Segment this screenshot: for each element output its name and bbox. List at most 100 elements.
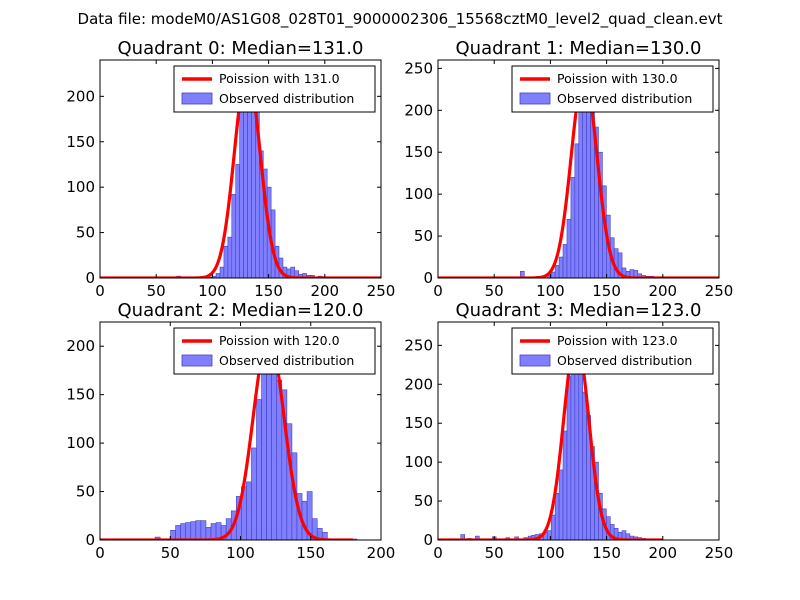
legend-bar-swatch — [181, 92, 213, 105]
x-tick-label: 150 — [592, 544, 621, 562]
y-tick-label: 100 — [66, 178, 95, 196]
figure-suptitle: Data file: modeM0/AS1G08_028T01_90000023… — [78, 10, 723, 29]
y-tick-label: 200 — [404, 101, 433, 119]
legend: Poission with 123.0 Observed distribution — [511, 327, 714, 375]
chart-title: Quadrant 0: Median=131.0 — [118, 38, 364, 59]
y-tick-label: 0 — [85, 269, 95, 287]
axes-frame — [437, 321, 720, 541]
x-tick-label: 100 — [536, 544, 565, 562]
histogram-bar — [215, 273, 221, 278]
histogram-bar — [256, 399, 262, 540]
x-tick-label: 100 — [536, 282, 565, 300]
histogram-bar — [205, 527, 212, 540]
histogram-bar — [574, 143, 580, 278]
legend-label-observed: Observed distribution — [557, 91, 692, 106]
histogram-bar — [271, 345, 278, 540]
histogram-bar — [223, 245, 229, 278]
plot-area — [438, 337, 664, 540]
y-tick-label: 200 — [404, 375, 433, 393]
x-tick-label: 50 — [485, 282, 504, 300]
chart-title: Quadrant 2: Median=120.0 — [118, 300, 364, 321]
histogram-bar — [562, 430, 568, 540]
chart-title: Quadrant 1: Median=130.0 — [456, 38, 702, 59]
x-tick-label: 250 — [705, 544, 734, 562]
y-tick-label: 50 — [414, 227, 433, 245]
x-tick-label: 200 — [367, 544, 396, 562]
histogram-bar — [617, 252, 623, 278]
x-tick-label: 0 — [95, 282, 105, 300]
legend-label-fit: Poission with 131.0 — [219, 71, 340, 86]
legend-label-observed: Observed distribution — [219, 353, 354, 368]
legend: Poission with 131.0 Observed distribution — [173, 65, 376, 113]
histogram-bar — [175, 525, 181, 540]
legend-label-observed: Observed distribution — [219, 91, 354, 106]
x-tick-label: 150 — [296, 544, 325, 562]
histogram-bar — [185, 522, 192, 540]
histogram-bar — [566, 219, 572, 278]
y-tick-label: 200 — [66, 337, 95, 355]
x-tick-label: 200 — [648, 544, 677, 562]
histogram-bar — [321, 531, 328, 540]
histogram-bar — [210, 523, 217, 540]
x-tick-label: 0 — [433, 544, 443, 562]
chart-panel-quadrant-2: Quadrant 2: Median=120.0 0 50 100 150 200 0 50 1… — [66, 300, 395, 562]
histogram-bar — [180, 523, 187, 540]
histogram-bar — [582, 83, 587, 278]
x-tick-label: 50 — [147, 282, 166, 300]
histogram-bar — [578, 360, 584, 540]
histogram-bar — [550, 271, 556, 278]
legend: Poission with 120.0 Observed distribution — [173, 327, 376, 375]
y-tick-label: 150 — [66, 386, 95, 404]
y-tick-label: 50 — [76, 224, 95, 242]
x-tick-label: 200 — [310, 282, 339, 300]
y-tick-label: 50 — [76, 483, 95, 501]
legend-label-observed: Observed distribution — [557, 353, 692, 368]
x-tick-label: 200 — [648, 282, 677, 300]
x-tick-label: 0 — [95, 544, 105, 562]
histogram-bar — [200, 520, 207, 540]
x-tick-label: 50 — [161, 544, 180, 562]
histogram-bar — [558, 256, 564, 278]
legend-bar-swatch — [519, 92, 551, 105]
histogram-bar — [190, 521, 197, 540]
axes-frame — [437, 59, 720, 279]
x-tick-label: 250 — [367, 282, 396, 300]
legend-label-fit: Poission with 130.0 — [557, 71, 678, 86]
axes-frame — [99, 59, 382, 279]
histogram-bar — [570, 360, 576, 540]
histogram-bar — [554, 265, 560, 278]
histogram-bar — [578, 110, 584, 278]
plot-area — [100, 331, 358, 540]
legend-bar-swatch — [519, 354, 551, 367]
y-tick-label: 250 — [404, 59, 433, 77]
y-tick-label: 150 — [404, 414, 433, 432]
y-tick-label: 100 — [404, 453, 433, 471]
y-tick-label: 250 — [404, 336, 433, 354]
legend-label-fit: Poission with 123.0 — [557, 333, 678, 348]
chart-panel-quadrant-3: Quadrant 3: Median=123.0 0 50 100 150 200 250 0… — [404, 300, 733, 562]
x-tick-label: 150 — [592, 282, 621, 300]
y-tick-label: 100 — [404, 185, 433, 203]
legend-label-fit: Poission with 120.0 — [219, 333, 340, 348]
y-tick-label: 50 — [414, 492, 433, 510]
x-tick-label: 250 — [705, 282, 734, 300]
y-tick-label: 0 — [423, 531, 433, 549]
y-tick-label: 150 — [66, 133, 95, 151]
histogram-bar — [520, 270, 525, 278]
chart-title: Quadrant 3: Median=123.0 — [456, 300, 702, 321]
histogram-bar — [195, 520, 202, 540]
y-tick-label: 0 — [85, 531, 95, 549]
x-tick-label: 50 — [485, 544, 504, 562]
histogram-bar — [261, 345, 267, 540]
histogram-bar — [554, 492, 560, 540]
histogram-bar — [219, 266, 225, 278]
x-tick-label: 0 — [433, 282, 443, 300]
x-tick-label: 150 — [254, 282, 283, 300]
histogram-bar — [558, 469, 564, 540]
legend: Poission with 130.0 Observed distribution — [511, 65, 714, 113]
x-tick-label: 100 — [198, 282, 227, 300]
histogram-bar — [562, 244, 568, 278]
y-tick-label: 100 — [66, 434, 95, 452]
histogram-bar — [550, 514, 556, 540]
